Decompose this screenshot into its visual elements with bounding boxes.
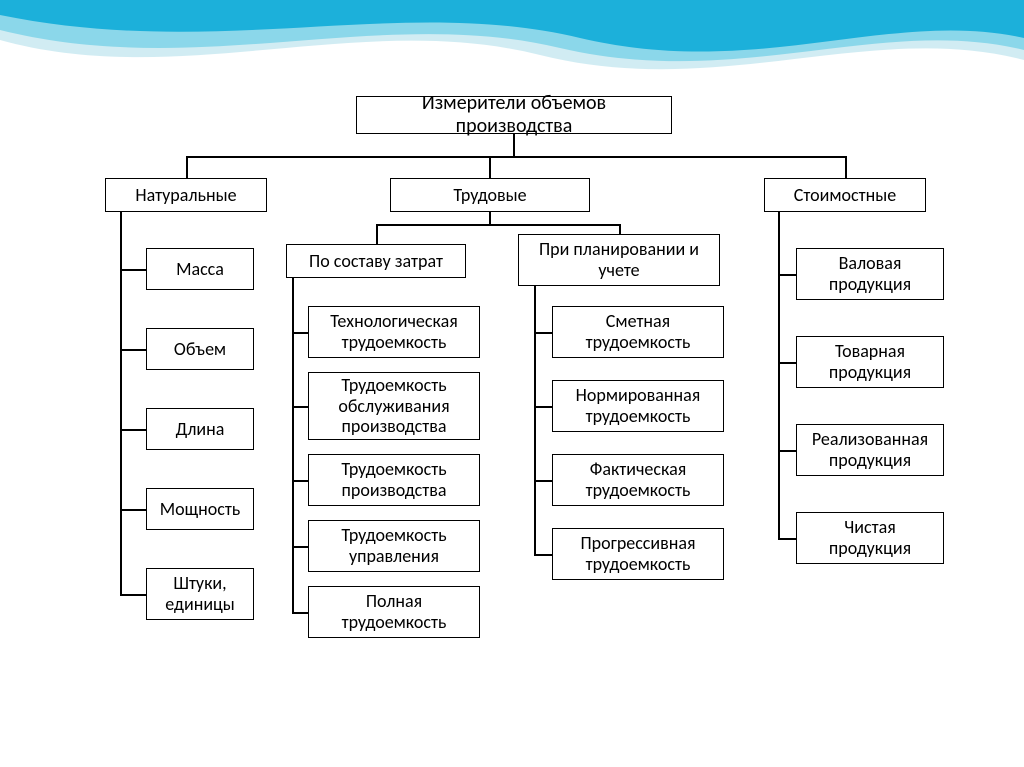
c1-3-node: Длина — [146, 408, 254, 450]
c2b-4-node: Прогрессивная трудоемкость — [552, 528, 724, 580]
c2a-5-node: Полная трудоемкость — [308, 586, 480, 638]
cat1-node: Натуральные — [105, 178, 267, 212]
cat2-node: Трудовые — [390, 178, 590, 212]
c2a-3-node: Трудоемкость производства — [308, 454, 480, 506]
cat3-node: Стоимостные — [764, 178, 926, 212]
c3-1-node: Валовая продукция — [796, 248, 944, 300]
c2b-1-node: Сметная трудоемкость — [552, 306, 724, 358]
c2b-3-node: Фактическая трудоемкость — [552, 454, 724, 506]
c3-4-node: Чистая продукция — [796, 512, 944, 564]
root-node: Измерители объемов производства — [356, 96, 672, 134]
c3-2-node: Товарная продукция — [796, 336, 944, 388]
c3-3-node: Реализованная продукция — [796, 424, 944, 476]
c2a-4-node: Трудоемкость управления — [308, 520, 480, 572]
c1-5-node: Штуки, единицы — [146, 568, 254, 620]
c1-1-node: Масса — [146, 248, 254, 290]
c2a-node: По составу затрат — [286, 244, 466, 278]
c2a-2-node: Трудоемкость обслуживания производства — [308, 372, 480, 440]
c1-2-node: Объем — [146, 328, 254, 370]
c2b-2-node: Нормированная трудоемкость — [552, 380, 724, 432]
c2a-1-node: Технологическая трудоемкость — [308, 306, 480, 358]
org-chart-diagram: Измерители объемов производства Натураль… — [0, 0, 1024, 767]
c1-4-node: Мощность — [146, 488, 254, 530]
c2b-node: При планировании и учете — [518, 234, 720, 286]
